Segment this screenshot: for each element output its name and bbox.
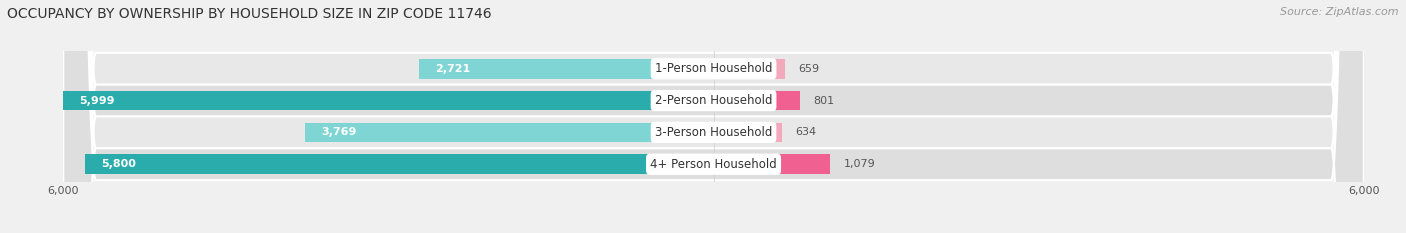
Text: 4+ Person Household: 4+ Person Household xyxy=(650,158,778,171)
FancyBboxPatch shape xyxy=(63,0,1364,233)
Text: 3,769: 3,769 xyxy=(322,127,357,137)
Text: 634: 634 xyxy=(796,127,817,137)
Bar xyxy=(84,154,713,174)
Text: 5,800: 5,800 xyxy=(101,159,136,169)
Bar xyxy=(63,91,713,110)
Bar xyxy=(713,154,831,174)
FancyBboxPatch shape xyxy=(63,0,1364,233)
Text: Source: ZipAtlas.com: Source: ZipAtlas.com xyxy=(1281,7,1399,17)
Text: 659: 659 xyxy=(799,64,820,74)
Bar xyxy=(713,59,785,79)
Bar xyxy=(419,59,713,79)
Text: 5,999: 5,999 xyxy=(80,96,115,106)
Text: 1,079: 1,079 xyxy=(844,159,876,169)
Text: 2-Person Household: 2-Person Household xyxy=(655,94,772,107)
FancyBboxPatch shape xyxy=(63,0,1364,233)
Text: 801: 801 xyxy=(813,96,835,106)
Text: 2,721: 2,721 xyxy=(434,64,470,74)
Text: 1-Person Household: 1-Person Household xyxy=(655,62,772,75)
Bar xyxy=(713,91,800,110)
Text: 3-Person Household: 3-Person Household xyxy=(655,126,772,139)
Bar xyxy=(713,123,782,142)
FancyBboxPatch shape xyxy=(63,0,1364,233)
Text: OCCUPANCY BY OWNERSHIP BY HOUSEHOLD SIZE IN ZIP CODE 11746: OCCUPANCY BY OWNERSHIP BY HOUSEHOLD SIZE… xyxy=(7,7,492,21)
Bar xyxy=(305,123,713,142)
